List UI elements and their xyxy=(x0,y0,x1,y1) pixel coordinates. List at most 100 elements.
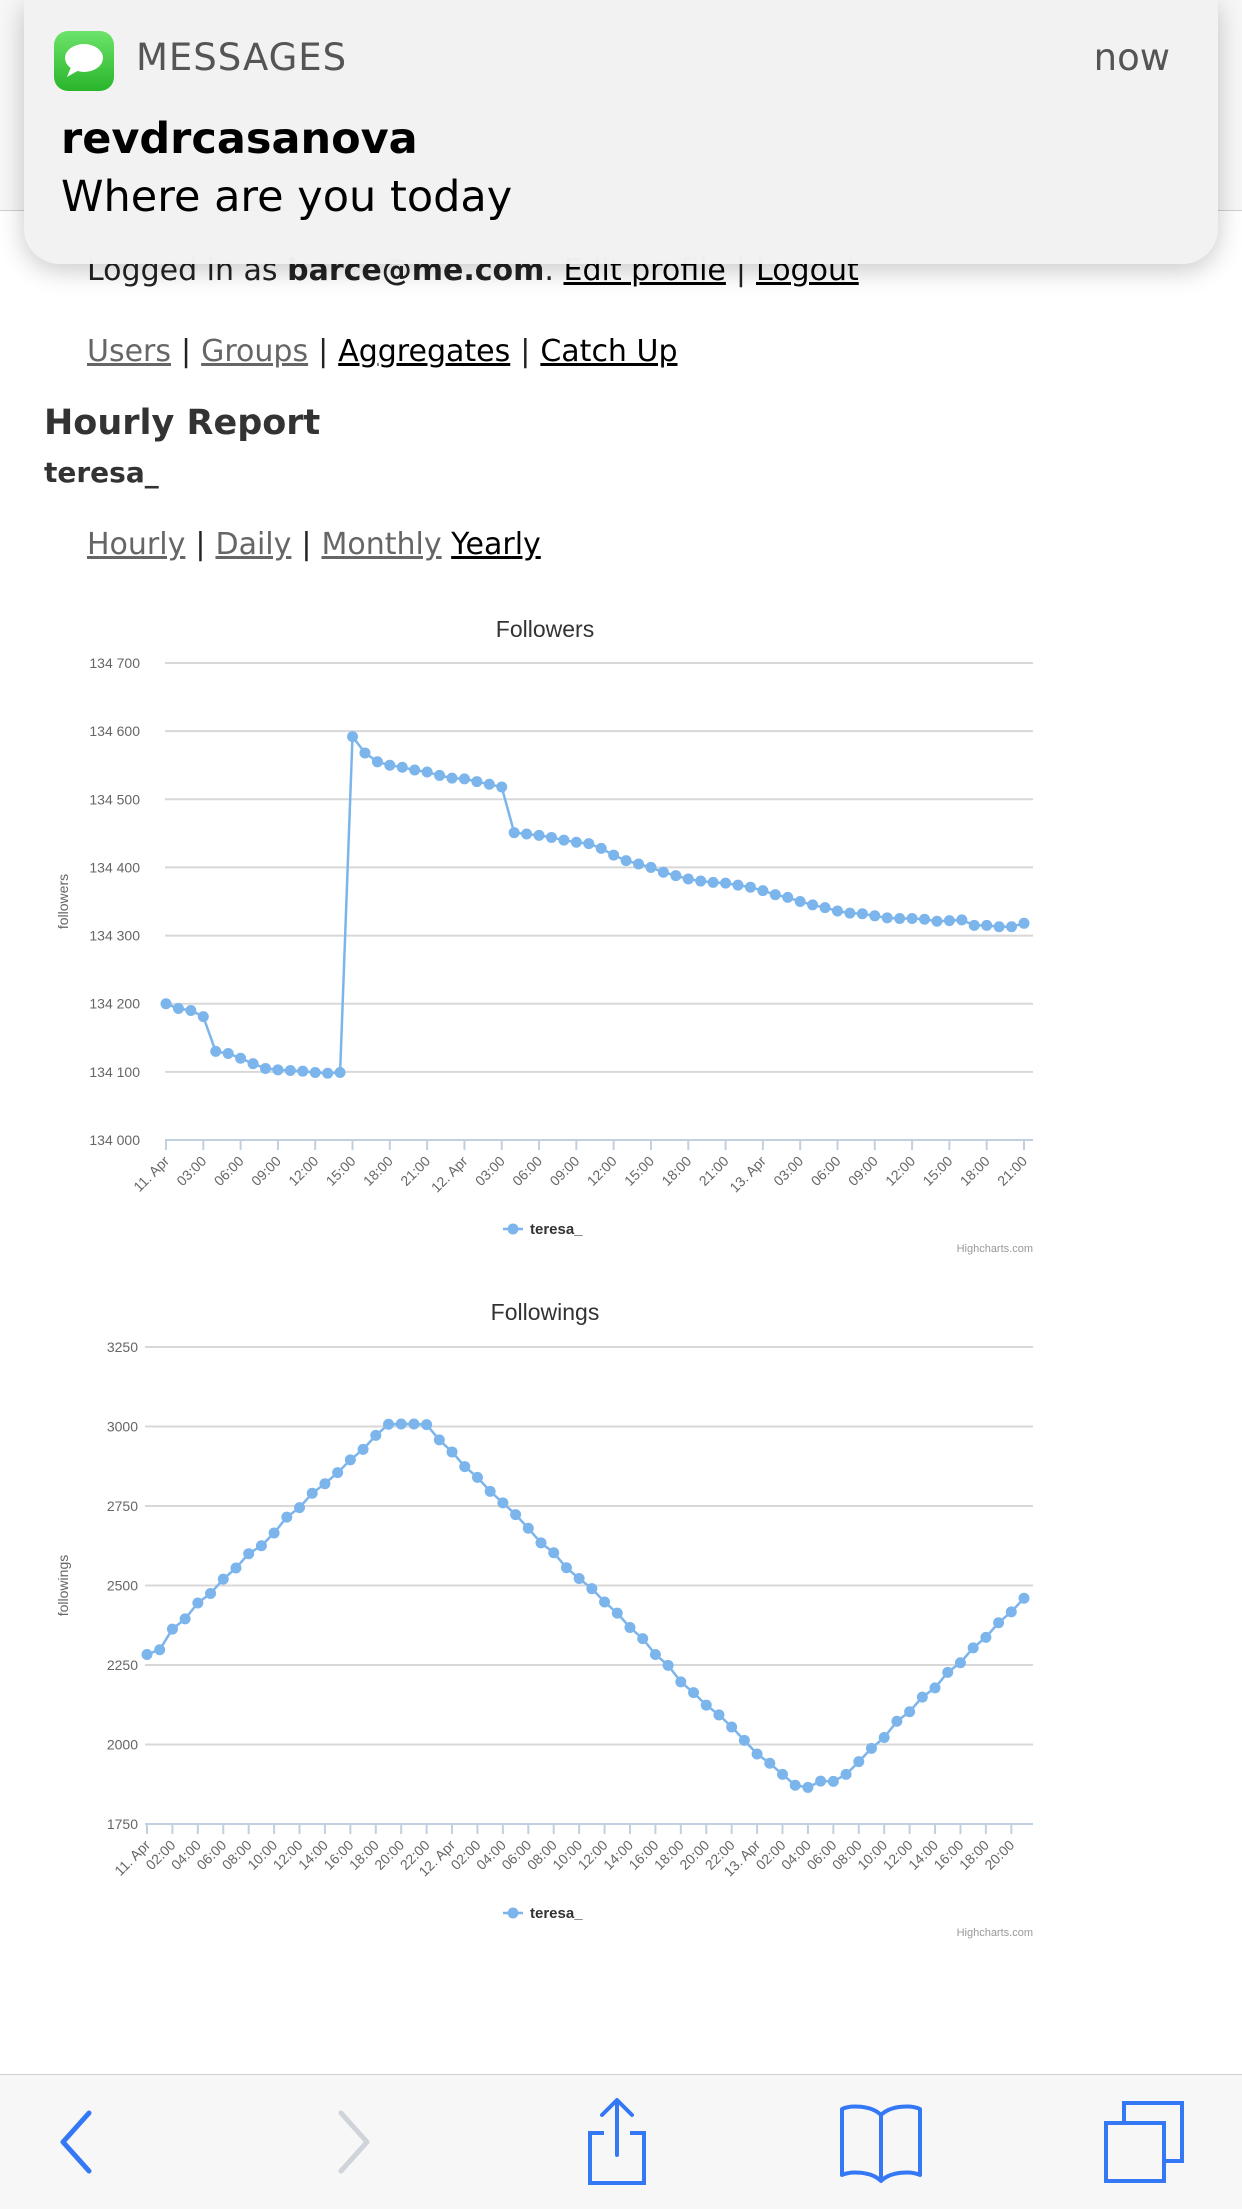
data-point xyxy=(844,907,856,919)
y-tick-label: 134 700 xyxy=(89,655,140,671)
data-point xyxy=(294,1502,306,1514)
data-point xyxy=(471,1471,483,1483)
data-point xyxy=(259,1062,271,1074)
data-point xyxy=(764,1757,776,1769)
data-point xyxy=(243,1548,255,1560)
x-tick-label: 13. Apr xyxy=(726,1153,769,1196)
chart-credits: Highcharts.com xyxy=(957,1243,1033,1255)
share-icon xyxy=(588,2098,646,2185)
data-point xyxy=(384,759,396,771)
data-point xyxy=(1006,921,1018,933)
data-point xyxy=(334,1067,346,1079)
nav-catch-up-link[interactable]: Catch Up xyxy=(540,334,678,369)
data-point xyxy=(840,1768,852,1780)
nav-aggregates-link[interactable]: Aggregates xyxy=(338,334,511,369)
data-point xyxy=(197,1011,209,1023)
data-point xyxy=(359,747,371,759)
legend-marker xyxy=(507,1907,519,1919)
data-point xyxy=(382,1418,394,1430)
followers-chart-svg: Followers 134 000 134 100 134 200 134 300 134… xyxy=(55,616,1033,1255)
data-point xyxy=(881,912,893,924)
tab-yearly[interactable]: Yearly xyxy=(451,527,541,562)
data-point xyxy=(726,1721,738,1733)
data-point xyxy=(446,1446,458,1458)
data-point xyxy=(707,876,719,888)
data-point xyxy=(637,1633,649,1645)
x-tick-label: 09:00 xyxy=(845,1153,881,1189)
data-point xyxy=(819,902,831,914)
data-point xyxy=(981,919,993,931)
tab-monthly[interactable]: Monthly xyxy=(321,527,442,562)
data-point xyxy=(179,1613,191,1625)
data-point xyxy=(827,1775,839,1787)
data-point xyxy=(508,827,520,839)
separator: | xyxy=(735,253,747,288)
page-title: Hourly Report xyxy=(44,403,321,443)
messages-app-icon xyxy=(54,31,114,91)
x-tick-label: 15:00 xyxy=(919,1153,955,1189)
main-nav: Users | Groups | Aggregates | Catch Up xyxy=(87,334,677,369)
notification-time: now xyxy=(1093,36,1170,79)
separator: | xyxy=(318,334,329,369)
y-tick-label: 134 200 xyxy=(89,996,140,1012)
nav-users-link[interactable]: Users xyxy=(87,334,172,369)
safari-toolbar xyxy=(0,2074,1242,2209)
followings-chart: Followings 1750 2000 2250 2500 2750 3000 3250 fo… xyxy=(0,1283,1242,1953)
data-point xyxy=(510,1509,522,1521)
data-point xyxy=(794,896,806,907)
separator: | xyxy=(195,527,206,562)
data-point xyxy=(496,781,508,793)
tabs-button[interactable] xyxy=(1102,2097,1192,2187)
data-point xyxy=(408,1418,420,1430)
data-point xyxy=(586,1583,598,1595)
data-point xyxy=(483,778,495,790)
data-point xyxy=(662,1659,674,1671)
data-point xyxy=(210,1045,222,1057)
notification-app-name: MESSAGES xyxy=(136,36,348,79)
data-point xyxy=(306,1487,318,1499)
data-point xyxy=(916,1691,928,1703)
tab-hourly[interactable]: Hourly xyxy=(87,527,186,562)
data-point xyxy=(744,881,756,893)
y-tick-label: 134 100 xyxy=(89,1064,140,1080)
data-point xyxy=(421,1419,433,1431)
separator: | xyxy=(301,527,312,562)
data-point xyxy=(272,1064,284,1076)
x-tick-label: 20:00 xyxy=(981,1837,1017,1873)
data-point xyxy=(583,838,595,850)
share-button[interactable] xyxy=(572,2097,662,2187)
data-point xyxy=(521,828,533,840)
data-point xyxy=(624,1621,636,1633)
data-point xyxy=(347,731,359,743)
back-chevron-icon xyxy=(60,2110,92,2174)
x-tick-label: 15:00 xyxy=(323,1153,359,1189)
data-point xyxy=(980,1631,992,1643)
data-point xyxy=(906,913,918,925)
separator: | xyxy=(520,334,531,369)
notification-sender: revdrcasanova xyxy=(61,114,418,164)
x-tick-label: 12. Apr xyxy=(428,1153,471,1196)
bookmarks-button[interactable] xyxy=(836,2097,926,2187)
y-tick-label: 134 000 xyxy=(89,1132,140,1148)
y-tick-label: 134 300 xyxy=(89,928,140,944)
back-button[interactable] xyxy=(33,2097,123,2187)
data-point xyxy=(192,1597,204,1609)
data-point xyxy=(205,1587,217,1599)
data-point xyxy=(611,1607,623,1619)
x-tick-label: 06:00 xyxy=(808,1153,844,1189)
data-point xyxy=(769,889,781,901)
data-point xyxy=(560,1562,572,1574)
data-point xyxy=(802,1781,814,1793)
message-notification[interactable]: MESSAGES now revdrcasanova Where are you… xyxy=(24,0,1218,264)
data-point xyxy=(281,1511,293,1523)
y-tick-label: 2750 xyxy=(107,1498,138,1514)
data-point xyxy=(954,1657,966,1669)
y-tick-label: 1750 xyxy=(107,1816,138,1832)
tabs-icon xyxy=(1104,2101,1184,2183)
data-point xyxy=(682,873,694,885)
data-point xyxy=(533,829,545,841)
report-username: teresa_ xyxy=(44,456,159,489)
forward-button[interactable] xyxy=(307,2097,397,2187)
nav-groups-link[interactable]: Groups xyxy=(201,334,309,369)
tab-daily[interactable]: Daily xyxy=(215,527,292,562)
